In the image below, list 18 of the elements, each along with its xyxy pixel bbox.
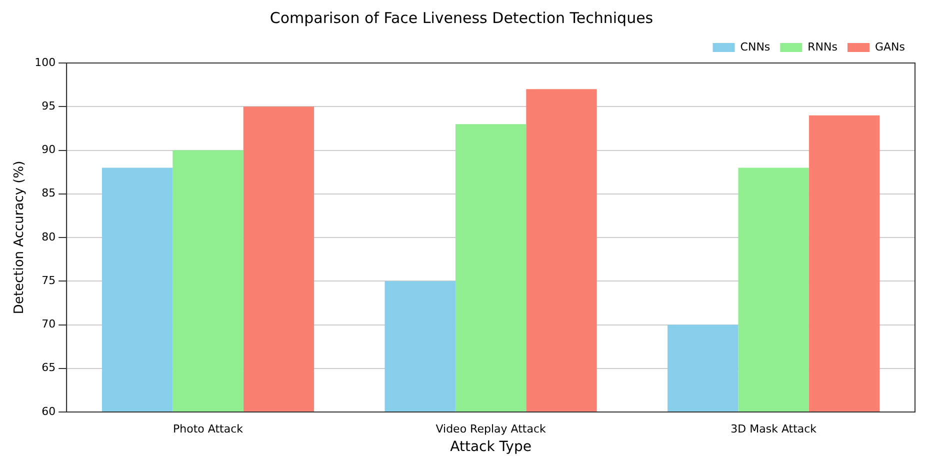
y-tick-label: 75 bbox=[42, 274, 56, 287]
legend-label: GANs bbox=[874, 40, 906, 54]
legend-label: RNNs bbox=[808, 40, 838, 54]
x-axis-title: Attack Type bbox=[450, 439, 532, 456]
x-tick-label: 3D Mask Attack bbox=[730, 422, 818, 436]
y-tick-label: 60 bbox=[42, 404, 56, 418]
x-tick-label: Photo Attack bbox=[172, 422, 244, 436]
y-tick-label: 65 bbox=[42, 361, 56, 374]
y-tick-label: 95 bbox=[42, 99, 56, 112]
y-axis-title: Detection Accuracy (%) bbox=[12, 160, 28, 314]
x-tick-label: Video Replay Attack bbox=[436, 422, 546, 436]
y-tick-label: 70 bbox=[42, 318, 56, 331]
y-tick-label: 85 bbox=[42, 186, 56, 200]
legend-label: CNNs bbox=[740, 40, 770, 54]
y-tick-label: 100 bbox=[34, 56, 56, 69]
chart-title: Comparison of Face Liveness Detection Techniques bbox=[270, 8, 654, 27]
y-tick-label: 80 bbox=[42, 230, 56, 244]
y-tick-label: 90 bbox=[42, 143, 56, 156]
